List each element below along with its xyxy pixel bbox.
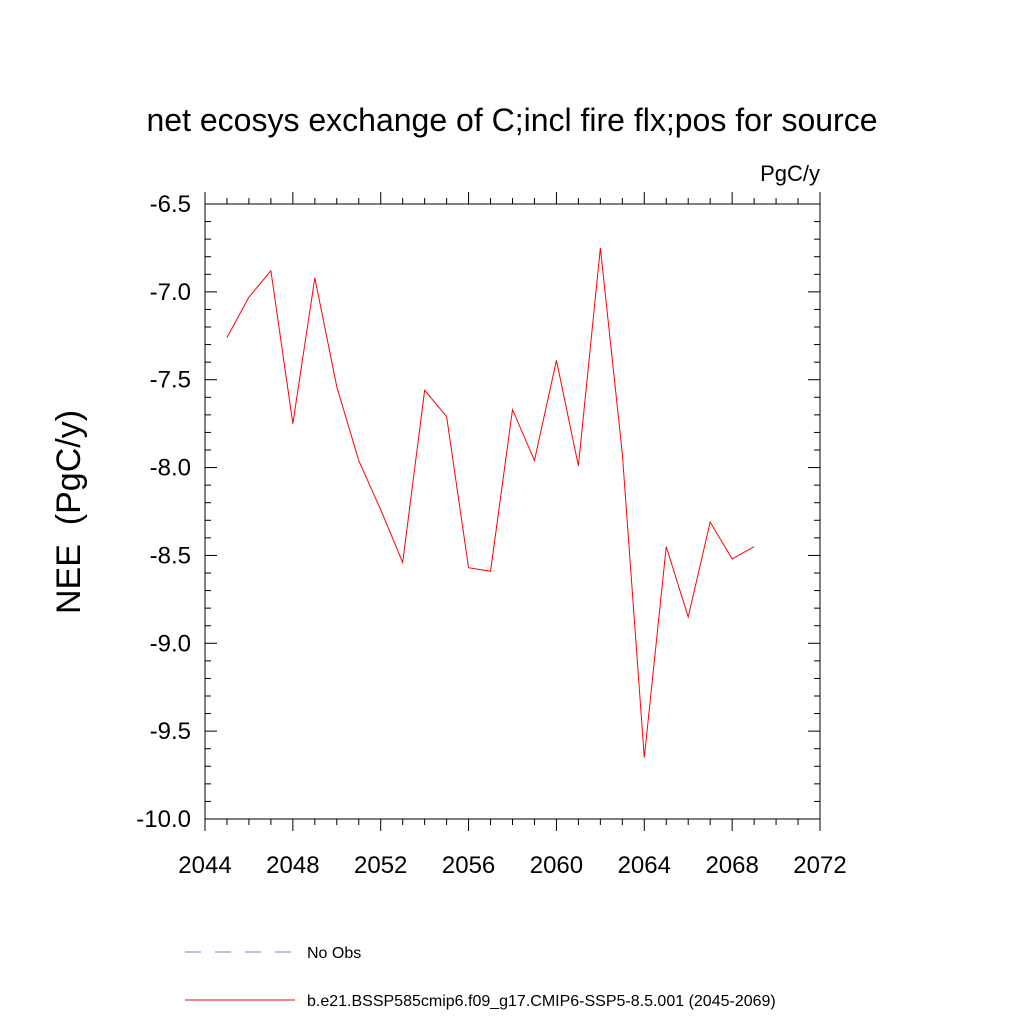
y-tick-label: -10.0 — [136, 806, 191, 833]
plot-frame — [204, 203, 821, 820]
x-tick-label: 2048 — [266, 852, 319, 879]
units-label: PgC/y — [760, 161, 820, 186]
y-tick-label: -9.5 — [150, 718, 191, 745]
legend-label-model: b.e21.BSSP585cmip6.f09_g17.CMIP6-SSP5-8.… — [307, 993, 776, 1010]
y-tick-label: -6.5 — [150, 191, 191, 218]
y-tick-label: -7.0 — [150, 279, 191, 306]
x-axis: 2044 2048 2052 2056 2060 2064 2068 2072 — [178, 192, 847, 879]
x-tick-label: 2072 — [793, 852, 846, 879]
x-tick-label: 2056 — [442, 852, 495, 879]
series-layer — [226, 247, 755, 758]
x-tick-label: 2044 — [178, 852, 231, 879]
y-axis: -6.5 -7.0 -7.5 -8.0 -8.5 -9.0 -9.5 -10.0 — [136, 191, 820, 833]
x-tick-label: 2068 — [705, 852, 758, 879]
y-tick-label: -9.0 — [150, 630, 191, 657]
y-tick-label: -7.5 — [150, 367, 191, 394]
y-tick-label: -8.5 — [150, 542, 191, 569]
x-tick-label: 2052 — [354, 852, 407, 879]
legend-label-no-obs: No Obs — [307, 945, 361, 962]
y-tick-label: -8.0 — [150, 455, 191, 482]
legend: No Obs b.e21.BSSP585cmip6.f09_g17.CMIP6-… — [185, 945, 776, 1010]
x-tick-label: 2060 — [530, 852, 583, 879]
chart-title: net ecosys exchange of C;incl fire flx;p… — [146, 102, 877, 138]
series-line-model — [226, 247, 755, 758]
x-tick-label: 2064 — [618, 852, 671, 879]
y-axis-label: NEE (PgC/y) — [50, 410, 88, 614]
